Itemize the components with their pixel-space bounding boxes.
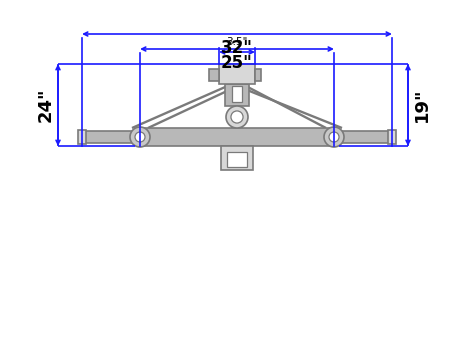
Bar [219, 64, 255, 84]
Bar [232, 86, 242, 102]
Circle shape [231, 111, 243, 123]
Text: 24": 24" [37, 88, 55, 122]
Bar [78, 130, 86, 144]
Circle shape [226, 106, 248, 128]
Bar [255, 69, 261, 81]
Bar [82, 131, 140, 143]
Bar [227, 152, 247, 167]
Text: 25": 25" [221, 54, 253, 72]
Bar [225, 84, 249, 106]
Bar [388, 130, 396, 144]
Bar [221, 146, 253, 170]
Circle shape [329, 132, 339, 142]
Circle shape [324, 127, 344, 147]
Bar [334, 131, 392, 143]
Text: 19": 19" [413, 88, 431, 122]
Text: 32": 32" [221, 39, 253, 57]
Text: 3.5": 3.5" [226, 37, 248, 47]
Circle shape [135, 132, 145, 142]
Bar [140, 128, 334, 146]
Circle shape [130, 127, 150, 147]
Bar [209, 69, 219, 81]
